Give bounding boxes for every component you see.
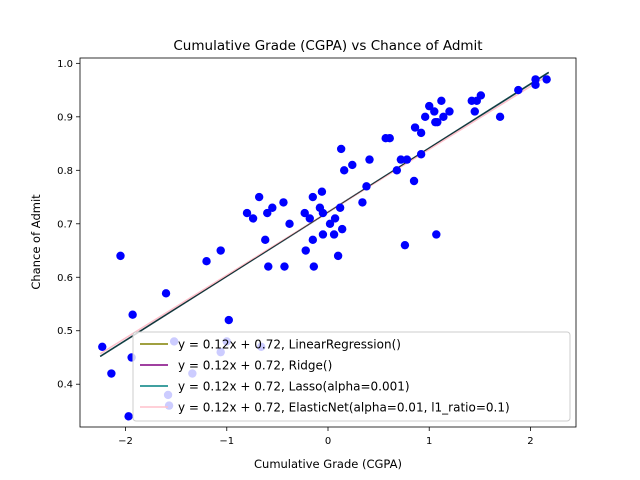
data-point — [202, 257, 211, 266]
data-point — [98, 342, 107, 351]
legend-box — [132, 331, 571, 422]
data-point — [261, 235, 270, 245]
data-point — [365, 155, 374, 164]
data-point — [416, 128, 426, 138]
data-point — [280, 262, 289, 271]
y-tick-label: 0.8 — [57, 166, 73, 177]
data-point — [432, 230, 441, 239]
data-point — [542, 75, 551, 84]
data-point — [300, 208, 309, 218]
data-point — [348, 160, 357, 170]
data-point — [305, 214, 314, 223]
data-point — [301, 246, 310, 255]
x-tick-label: 1 — [426, 436, 432, 447]
data-point — [216, 246, 225, 255]
data-point — [358, 198, 367, 207]
data-point — [437, 96, 446, 105]
data-point — [242, 208, 252, 218]
data-point — [107, 369, 116, 378]
data-point — [333, 251, 343, 261]
data-point — [116, 251, 125, 261]
data-point — [400, 240, 410, 250]
data-point — [224, 315, 233, 325]
data-point — [476, 91, 486, 100]
data-point — [128, 310, 137, 319]
data-point — [339, 166, 349, 175]
data-point — [248, 214, 258, 223]
data-point — [392, 166, 402, 175]
plot-frame — [79, 57, 577, 428]
y-tick-label: 1.0 — [57, 59, 73, 70]
data-point — [439, 112, 448, 122]
data-point — [495, 112, 505, 122]
data-point — [308, 235, 318, 245]
data-point — [161, 289, 171, 298]
data-point — [416, 150, 426, 159]
data-point — [433, 117, 442, 127]
x-tick-label: −1 — [219, 436, 234, 447]
x-tick-label: 2 — [527, 436, 533, 447]
data-point — [430, 107, 439, 116]
data-point — [285, 219, 294, 228]
data-point — [336, 144, 346, 154]
data-point — [362, 182, 371, 191]
data-point — [329, 230, 339, 239]
x-axis-label: Cumulative Grade (CGPA) — [254, 457, 402, 471]
data-point — [445, 107, 454, 116]
data-point — [254, 192, 264, 202]
legend-label-1: y = 0.12x + 0.72, LinearRegression() — [178, 338, 401, 352]
data-point — [330, 214, 340, 223]
data-point — [308, 192, 318, 202]
data-point — [410, 123, 420, 132]
x-tick-label: 0 — [325, 436, 331, 447]
data-point — [420, 112, 430, 122]
y-tick-label: 0.5 — [57, 326, 73, 337]
data-point — [268, 203, 277, 212]
data-point — [264, 262, 273, 271]
data-point — [325, 219, 335, 228]
y-tick-label: 0.7 — [57, 219, 73, 230]
chart-title: Cumulative Grade (CGPA) vs Chance of Adm… — [173, 38, 482, 54]
data-point — [317, 187, 327, 196]
data-point — [318, 230, 328, 239]
data-point — [279, 198, 288, 207]
data-point — [396, 155, 406, 164]
data-point — [263, 208, 272, 218]
data-point — [470, 107, 479, 116]
y-tick-label: 0.4 — [57, 380, 73, 391]
legend-label-3: y = 0.12x + 0.72, Lasso(alpha=0.001) — [178, 380, 410, 394]
y-axis-ticks: 0.4 0.5 0.6 0.7 0.8 0.9 1.0 — [57, 59, 80, 391]
data-point — [531, 80, 540, 89]
y-tick-label: 0.9 — [57, 112, 73, 123]
legend: y = 0.12x + 0.72, LinearRegression() y = … — [132, 331, 571, 422]
y-axis-label: Chance of Admit — [29, 194, 43, 290]
data-point — [337, 224, 347, 234]
data-point — [385, 134, 394, 143]
x-tick-label: −2 — [118, 436, 133, 447]
y-tick-label: 0.6 — [57, 273, 73, 284]
data-point — [425, 101, 434, 111]
legend-label-4: y = 0.12x + 0.72, ElasticNet(alpha=0.01,… — [178, 401, 510, 415]
data-point — [335, 203, 345, 212]
data-point — [309, 262, 319, 271]
data-point — [402, 155, 412, 164]
data-point — [124, 412, 133, 421]
data-point — [514, 85, 523, 95]
legend-label-2: y = 0.12x + 0.72, Ridge() — [178, 359, 332, 373]
x-axis-ticks: −2 −1 0 1 2 — [118, 427, 534, 447]
data-point — [318, 208, 328, 218]
data-point — [409, 176, 419, 186]
